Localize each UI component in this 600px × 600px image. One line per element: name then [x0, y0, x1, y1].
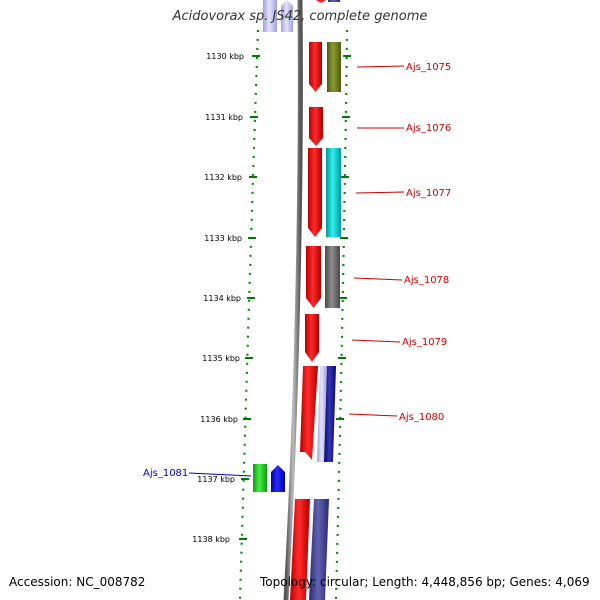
gene-label-ajs-1078[interactable]: Ajs_1078: [404, 275, 449, 286]
ruler-tick-label: 1136 kbp: [200, 415, 238, 424]
cog-track: [309, 42, 341, 600]
cog-block-ajs-1080-a: [317, 366, 327, 462]
cog-block-ajs-1078: [325, 246, 340, 308]
genome-stats-text: Topology: circular; Length: 4,448,856 bp…: [260, 575, 590, 589]
cog-block-ajs-1081: [253, 464, 267, 492]
gene-leader-lines: [188, 65, 405, 477]
ruler-tick-label: 1132 kbp: [204, 173, 242, 182]
cds-reverse-track: [253, 464, 285, 492]
gene-label-ajs-1081[interactable]: Ajs_1081: [143, 468, 188, 479]
cog-block-ajs-1077: [326, 148, 341, 237]
cds-arrow-ajs-1078: [306, 246, 321, 308]
cds-arrow-ajs-1075: [309, 42, 322, 92]
gene-label-ajs-1076[interactable]: Ajs_1076: [406, 123, 451, 134]
cds-arrow-ajs-1077: [308, 148, 322, 237]
ruler-tick-label: 1133 kbp: [204, 234, 242, 243]
cds-arrow-ajs-1079: [305, 314, 319, 362]
gene-label-ajs-1080[interactable]: Ajs_1080: [399, 412, 444, 423]
accession-text: Accession: NC_008782: [9, 575, 146, 589]
ruler-tick-label: 1135 kbp: [202, 354, 240, 363]
ruler-tick-label: 1130 kbp: [206, 52, 244, 61]
map-title: Acidovorax sp. JS42, complete genome: [172, 9, 428, 24]
ruler-tick-label: 1131 kbp: [205, 113, 243, 122]
ruler-tick-label: 1138 kbp: [192, 535, 230, 544]
gene-label-ajs-1079[interactable]: Ajs_1079: [402, 337, 447, 348]
cds-arrow-ajs-1081: [271, 465, 285, 492]
genome-backbone: [283, 0, 303, 600]
partial-features-top: [263, 0, 340, 32]
gene-label-ajs-1077[interactable]: Ajs_1077: [406, 188, 451, 199]
ruler-tick-label: 1137 kbp: [197, 475, 235, 484]
cds-arrow-ajs-1080: [300, 366, 318, 460]
cds-arrow-ajs-1076: [309, 107, 323, 146]
ruler-tick-marks: [239, 55, 351, 540]
cog-block-ajs-1080-b: [324, 366, 336, 462]
cog-block-ajs-1075: [327, 42, 341, 92]
gene-label-ajs-1075[interactable]: Ajs_1075: [406, 62, 451, 73]
cds-arrow-lower: [290, 499, 310, 600]
cog-block-lower: [309, 499, 329, 600]
ruler-tick-label: 1134 kbp: [203, 294, 241, 303]
cds-forward-track: [290, 42, 323, 600]
tick-guide-lines: [238, 29, 349, 600]
